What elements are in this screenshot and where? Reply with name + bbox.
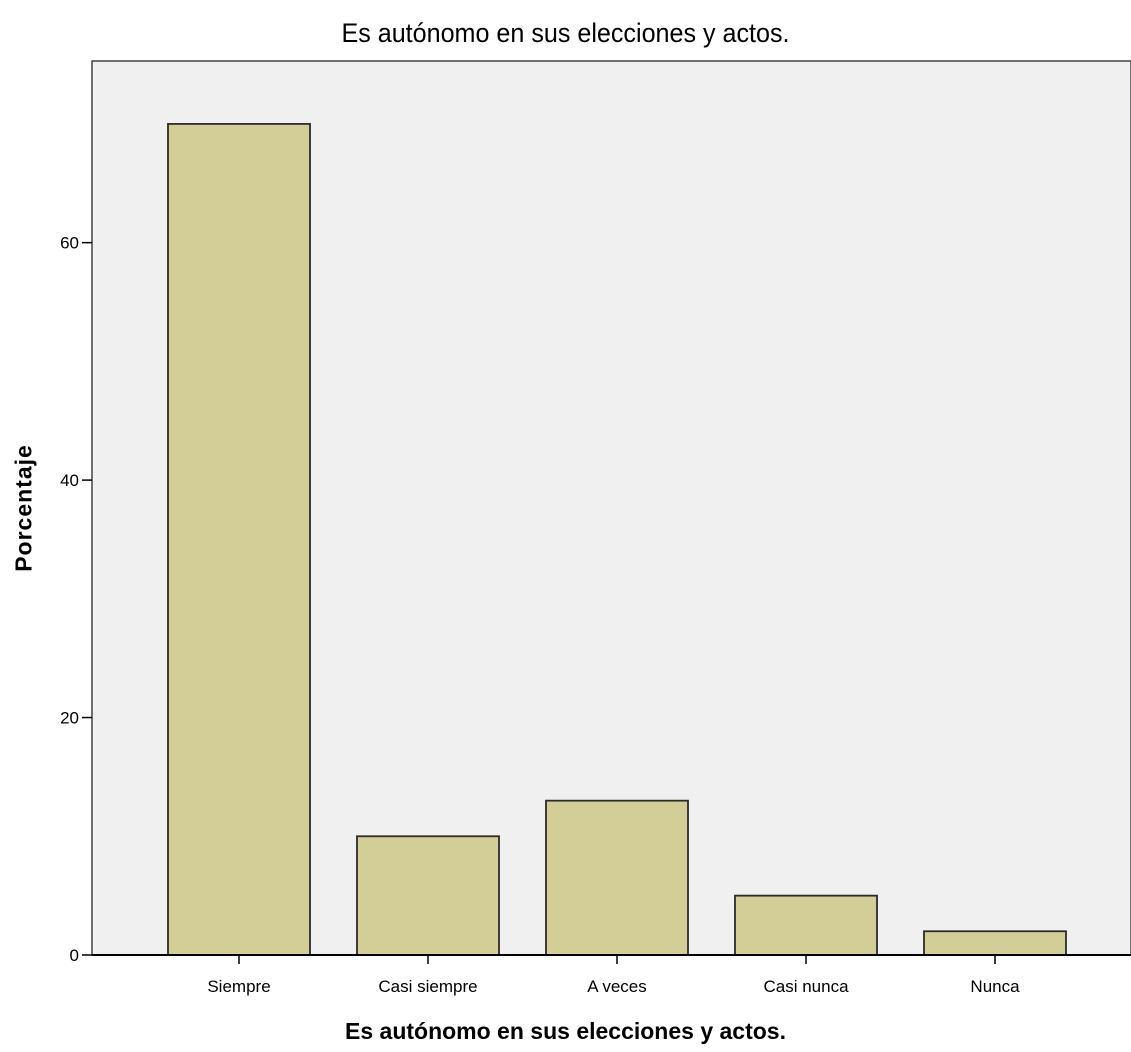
x-tick-label: Casi siempre	[378, 977, 477, 996]
x-tick-label: Casi nunca	[763, 977, 849, 996]
x-tick-label: Nunca	[970, 977, 1020, 996]
bar-a-veces	[545, 799, 689, 956]
x-tick-label: A veces	[587, 977, 647, 996]
x-ticks-group: Siempre Casi siempre A veces Casi nunca Nunc…	[207, 955, 1020, 996]
y-tick-label: 40	[60, 471, 79, 490]
y-axis-label: Porcentaje	[10, 444, 37, 572]
bar-casi-siempre	[356, 835, 500, 956]
y-tick-label: 60	[60, 234, 79, 253]
chart-title: Es autónomo en sus elecciones y actos.	[341, 18, 790, 48]
bar-casi-nunca	[734, 894, 878, 956]
y-tick-label: 0	[70, 946, 79, 965]
bar-nunca	[923, 930, 1067, 956]
bar-siempre	[167, 123, 311, 956]
y-ticks-group: 0 20 40 60	[60, 234, 92, 965]
x-axis-label: Es autónomo en sus elecciones y actos.	[345, 1018, 786, 1044]
y-tick-label: 20	[60, 709, 79, 728]
x-tick-label: Siempre	[207, 977, 270, 996]
